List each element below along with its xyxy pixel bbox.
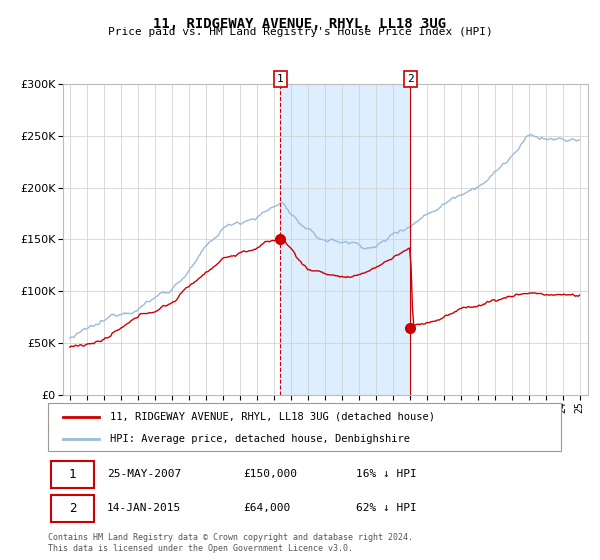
- FancyBboxPatch shape: [50, 461, 94, 488]
- Text: 16% ↓ HPI: 16% ↓ HPI: [356, 469, 416, 479]
- Text: 1: 1: [69, 468, 76, 480]
- Bar: [280, 84, 410, 395]
- Text: 1: 1: [277, 74, 284, 84]
- Text: 14-JAN-2015: 14-JAN-2015: [107, 503, 181, 514]
- Text: Price paid vs. HM Land Registry's House Price Index (HPI): Price paid vs. HM Land Registry's House …: [107, 27, 493, 37]
- Text: 11, RIDGEWAY AVENUE, RHYL, LL18 3UG: 11, RIDGEWAY AVENUE, RHYL, LL18 3UG: [154, 17, 446, 31]
- Text: HPI: Average price, detached house, Denbighshire: HPI: Average price, detached house, Denb…: [110, 434, 410, 444]
- Text: 62% ↓ HPI: 62% ↓ HPI: [356, 503, 416, 514]
- Text: £150,000: £150,000: [243, 469, 297, 479]
- Text: 2: 2: [407, 74, 414, 84]
- FancyBboxPatch shape: [50, 495, 94, 522]
- Text: 25-MAY-2007: 25-MAY-2007: [107, 469, 181, 479]
- Text: 11, RIDGEWAY AVENUE, RHYL, LL18 3UG (detached house): 11, RIDGEWAY AVENUE, RHYL, LL18 3UG (det…: [110, 412, 434, 422]
- Text: 2: 2: [69, 502, 76, 515]
- Text: Contains HM Land Registry data © Crown copyright and database right 2024.
This d: Contains HM Land Registry data © Crown c…: [48, 533, 413, 553]
- FancyBboxPatch shape: [48, 403, 561, 451]
- Text: £64,000: £64,000: [243, 503, 290, 514]
